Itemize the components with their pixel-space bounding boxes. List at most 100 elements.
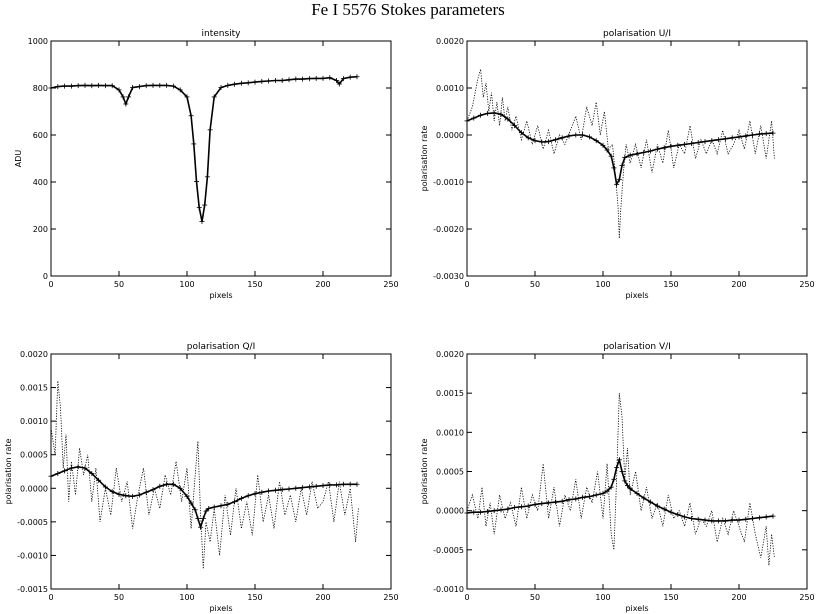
fit-point-marker [600, 142, 606, 148]
fit-point-marker [300, 76, 306, 82]
fit-point-marker [130, 493, 136, 499]
fit-point-marker [225, 82, 231, 88]
fit-point-marker [62, 83, 68, 89]
plot-frame [50, 40, 392, 277]
fit-point-marker [123, 101, 129, 107]
fit-point-marker [96, 477, 102, 483]
fit-point-marker [648, 499, 654, 505]
fit-point-marker [340, 76, 346, 82]
fit-point-marker [604, 147, 610, 153]
fit-point-marker [320, 483, 326, 489]
fit-point-marker [634, 151, 640, 157]
fit-point-marker [207, 127, 213, 133]
x-tick-label: 250 [799, 593, 814, 602]
fit-point-marker [327, 75, 333, 81]
fit-point-marker [552, 137, 558, 143]
fit-point-marker [238, 495, 244, 501]
fit-point-marker [126, 94, 132, 100]
fit-point-marker [204, 174, 210, 180]
panel-title: polarisation V/I [603, 342, 671, 352]
x-tick-label: 150 [663, 593, 678, 602]
fit-point-marker [232, 81, 238, 87]
fit-point-marker [559, 498, 565, 504]
fit-point-marker [336, 81, 342, 87]
y-tick-label: 600 [33, 131, 48, 140]
fit-point-marker [505, 116, 511, 122]
x-tick-label: 200 [731, 280, 746, 289]
fit-point-marker [245, 80, 251, 86]
fit-point-marker [199, 218, 205, 224]
fit-point-marker [518, 504, 524, 510]
panel-3: polarisation Q/I 0 50 100 150 200 250 -0.0015 -0… [4, 342, 399, 613]
fit-point-marker [184, 493, 190, 499]
fit-point-marker [702, 139, 708, 145]
fit-point-marker [675, 512, 681, 518]
fit-point-marker [327, 482, 333, 488]
fit-point-marker [559, 135, 565, 141]
fit-point-marker [709, 518, 715, 524]
fit-point-marker [627, 152, 633, 158]
fit-point-marker [729, 517, 735, 523]
fit-point-marker [164, 82, 170, 88]
fit-point-marker [102, 484, 108, 490]
fit-point-marker [619, 163, 625, 169]
fit-point-marker [196, 204, 202, 210]
fit-point-marker [539, 139, 545, 145]
fit-point-marker [75, 464, 81, 470]
fit-point-marker [505, 506, 511, 512]
y-axis-label: ADU [14, 150, 23, 168]
fit-point-marker [736, 517, 742, 523]
x-tick-label: 0 [48, 280, 53, 289]
fit-point-marker [279, 77, 285, 83]
fit-point-marker [218, 85, 224, 91]
fit-point-marker [722, 136, 728, 142]
fit-point-marker [702, 517, 708, 523]
fit-point-marker [89, 471, 95, 477]
fit-point-marker [347, 481, 353, 487]
fit-point-marker [608, 153, 614, 159]
y-tick-label: 0.0020 [436, 350, 464, 359]
y-tick-label: -0.0015 [17, 585, 48, 594]
fit-point-marker [518, 130, 524, 136]
y-tick-label: 0.0010 [20, 417, 48, 426]
fit-point-marker [347, 74, 353, 80]
x-tick-label: 50 [114, 593, 124, 602]
y-tick-label: -0.0010 [433, 178, 464, 187]
fit-point-marker [200, 516, 206, 521]
y-tick-label: 200 [33, 225, 48, 234]
fit-point-marker [525, 503, 531, 509]
fit-point-marker [143, 489, 149, 495]
y-tick-label: -0.0020 [433, 225, 464, 234]
fit-point-marker [354, 74, 360, 80]
fit-point-marker [619, 469, 625, 474]
fit-point-marker [191, 141, 197, 147]
panel-title: polarisation Q/I [187, 342, 256, 352]
fit-point-marker [82, 465, 88, 471]
fit-point-marker [611, 165, 617, 171]
fit-point-marker [157, 82, 163, 88]
y-axis-label: polarisation rate [4, 439, 13, 505]
x-tick-label: 50 [114, 280, 124, 289]
fit-point-marker [188, 113, 194, 119]
fit-point-marker [624, 483, 630, 489]
y-tick-label: -0.0005 [433, 546, 464, 555]
x-tick-label: 0 [464, 593, 469, 602]
fit-point-marker [194, 179, 200, 185]
fit-point-marker [150, 487, 156, 493]
fit-point-marker [512, 505, 518, 511]
fit-point-marker [750, 132, 756, 138]
fit-point-marker [354, 481, 360, 487]
fit-point-marker [130, 85, 136, 91]
fit-point-marker [202, 202, 208, 208]
fit-point-marker [763, 131, 769, 137]
x-tick-label: 150 [247, 593, 262, 602]
fit-point-marker [688, 516, 694, 521]
y-tick-label: 1000 [28, 37, 48, 46]
x-axis-label: pixels [625, 291, 648, 300]
fit-point-marker [120, 94, 126, 100]
panel-title: polarisation U/I [603, 29, 671, 39]
fit-point-marker [48, 85, 54, 91]
fit-point-marker [211, 504, 217, 510]
fit-point-marker [259, 489, 265, 495]
fit-point-marker [203, 508, 209, 514]
